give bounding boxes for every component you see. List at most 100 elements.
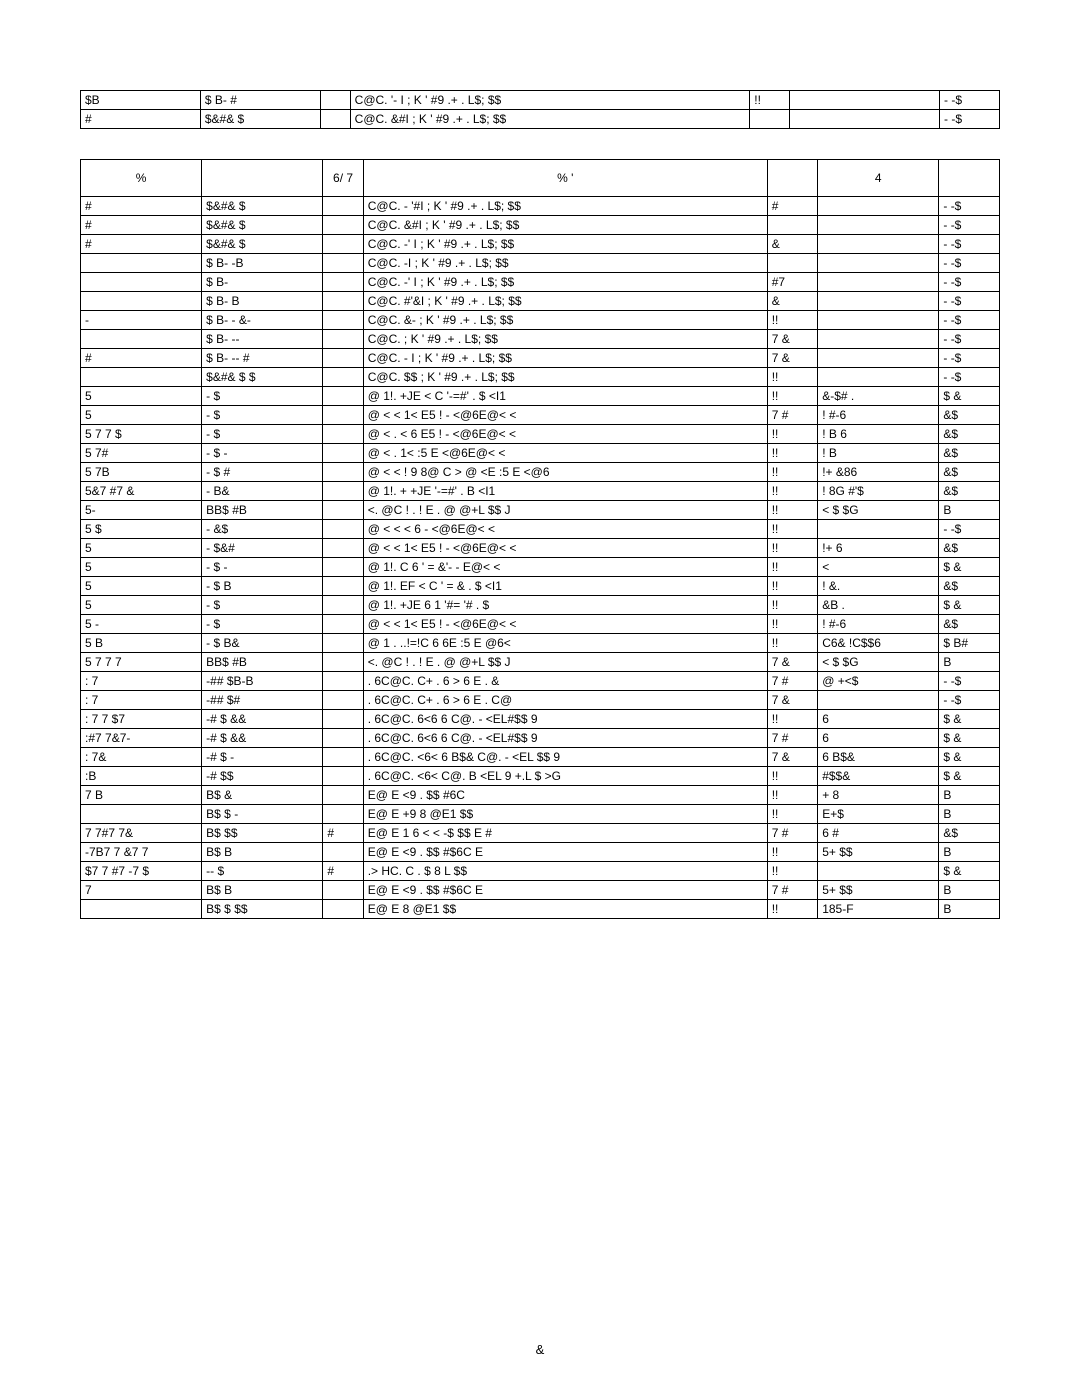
main-cell: [323, 767, 363, 786]
main-cell: !!: [767, 368, 817, 387]
main-row: :B-# $$. 6C@C. <6< C@. B <EL 9 +.L $ >G!…: [81, 767, 1000, 786]
top-table-body: $B$ B- #C@C. '- I ; K ' #9 .+ . L$; $$!!…: [81, 91, 1000, 129]
main-cell: [323, 881, 363, 900]
main-row: 5- $@ < < 1< E5 ! - <@6E@< <7 #! #-6&$: [81, 406, 1000, 425]
main-cell: [323, 311, 363, 330]
main-cell: B: [939, 805, 1000, 824]
main-cell: E@ E <9 . $$ #$6C E: [363, 843, 767, 862]
main-row: $ B- --C@C. ; K ' #9 .+ . L$; $$7 &- -$: [81, 330, 1000, 349]
main-cell: [818, 254, 939, 273]
hdr-c5: [767, 160, 817, 197]
main-cell: + 8: [818, 786, 939, 805]
main-cell: < $ $G: [818, 653, 939, 672]
main-cell: [323, 254, 363, 273]
main-cell: [323, 539, 363, 558]
top-cell: $&#& $: [200, 110, 320, 129]
main-cell: [323, 900, 363, 919]
page: $B$ B- #C@C. '- I ; K ' #9 .+ . L$; $$!!…: [0, 0, 1080, 1397]
main-cell: B$ $ $$: [202, 900, 323, 919]
main-cell: @ 1 . ..!=!C 6 6E :5 E @6<: [363, 634, 767, 653]
main-cell: !!: [767, 558, 817, 577]
main-cell: - -$: [939, 349, 1000, 368]
main-cell: C6& !C$$6: [818, 634, 939, 653]
main-cell: C@C. -I ; K ' #9 .+ . L$; $$: [363, 254, 767, 273]
main-cell: <. @C ! . ! E . @ @+L $$ J: [363, 501, 767, 520]
main-cell: $ &: [939, 558, 1000, 577]
main-cell: E@ E <9 . $$ #$6C E: [363, 881, 767, 900]
main-cell: E+$: [818, 805, 939, 824]
main-cell: @ < . < 6 E5 ! - <@6E@< <: [363, 425, 767, 444]
main-cell: [323, 520, 363, 539]
main-cell: E@ E 8 @E1 $$: [363, 900, 767, 919]
main-cell: 5: [81, 596, 202, 615]
main-cell: BB$ #B: [202, 501, 323, 520]
main-row: 7 BB$ &E@ E <9 . $$ #6C!!+ 8B: [81, 786, 1000, 805]
main-cell: .> HC. C . $ 8 L $$: [363, 862, 767, 881]
main-cell: #: [81, 197, 202, 216]
main-cell: -## $#: [202, 691, 323, 710]
main-cell: 7 #: [767, 881, 817, 900]
top-cell: #: [81, 110, 201, 129]
main-cell: 7 #: [767, 824, 817, 843]
main-cell: : 7: [81, 691, 202, 710]
main-cell: 7 &: [767, 653, 817, 672]
main-cell: 6 B$&: [818, 748, 939, 767]
main-cell: [323, 482, 363, 501]
main-cell: &$: [939, 539, 1000, 558]
main-cell: C@C. - I ; K ' #9 .+ . L$; $$: [363, 349, 767, 368]
main-row: -7B7 7 &7 7B$ BE@ E <9 . $$ #$6C E!!5+ $…: [81, 843, 1000, 862]
main-cell: ! B: [818, 444, 939, 463]
main-cell: 5 7#: [81, 444, 202, 463]
main-cell: ! #-6: [818, 406, 939, 425]
main-cell: [323, 349, 363, 368]
main-cell: &$: [939, 444, 1000, 463]
main-cell: 7 #: [767, 729, 817, 748]
main-row: $ B-C@C. -' I ; K ' #9 .+ . L$; $$#7- -$: [81, 273, 1000, 292]
main-cell: #: [81, 349, 202, 368]
main-cell: @ 1!. EF < C ' = & . $ <I1: [363, 577, 767, 596]
main-cell: $7 7 #7 -7 $: [81, 862, 202, 881]
main-row: 5 7B- $ #@ < < ! 9 8@ C > @ <E :5 E <@6!…: [81, 463, 1000, 482]
main-cell: : 7: [81, 672, 202, 691]
main-cell: 6 #: [818, 824, 939, 843]
main-cell: [818, 368, 939, 387]
main-cell: [323, 387, 363, 406]
main-cell: [818, 216, 939, 235]
main-cell: 5+ $$: [818, 843, 939, 862]
hdr-c2: [202, 160, 323, 197]
main-cell: [81, 900, 202, 919]
main-row: 5- $@ 1!. +JE 6 1 '#= '# . $!!&B .$ &: [81, 596, 1000, 615]
main-cell: &$: [939, 406, 1000, 425]
hdr-c7: [939, 160, 1000, 197]
main-cell: 5&7 #7 &: [81, 482, 202, 501]
main-cell: [323, 216, 363, 235]
main-cell: - -$: [939, 197, 1000, 216]
main-cell: &$: [939, 463, 1000, 482]
main-cell: $ &: [939, 748, 1000, 767]
top-cell: - -$: [940, 91, 1000, 110]
main-cell: [323, 843, 363, 862]
main-cell: !!: [767, 805, 817, 824]
main-cell: 7 #: [767, 672, 817, 691]
main-cell: 7 &: [767, 330, 817, 349]
main-row: : 7-## $#. 6C@C. C+ . 6 > 6 E . C@7 &- -…: [81, 691, 1000, 710]
main-cell: @ < < 1< E5 ! - <@6E@< <: [363, 539, 767, 558]
main-cell: E@ E <9 . $$ #6C: [363, 786, 767, 805]
main-cell: #: [323, 862, 363, 881]
top-cell: - -$: [940, 110, 1000, 129]
main-row: #$ B- -- #C@C. - I ; K ' #9 .+ . L$; $$7…: [81, 349, 1000, 368]
main-cell: 5 $: [81, 520, 202, 539]
main-cell: - $: [202, 615, 323, 634]
main-row: $ B- -BC@C. -I ; K ' #9 .+ . L$; $$- -$: [81, 254, 1000, 273]
main-cell: [323, 691, 363, 710]
main-cell: [323, 273, 363, 292]
main-row: 7B$ BE@ E <9 . $$ #$6C E7 #5+ $$B: [81, 881, 1000, 900]
main-cell: -# $ &&: [202, 710, 323, 729]
main-cell: !!: [767, 900, 817, 919]
main-row: : 7 7 $7-# $ &&. 6C@C. 6<6 6 C@. - <EL#$…: [81, 710, 1000, 729]
main-cell: -: [81, 311, 202, 330]
main-cell: - $&#: [202, 539, 323, 558]
main-cell: . 6C@C. 6<6 6 C@. - <EL#$$ 9: [363, 710, 767, 729]
main-cell: [323, 292, 363, 311]
main-cell: - B&: [202, 482, 323, 501]
